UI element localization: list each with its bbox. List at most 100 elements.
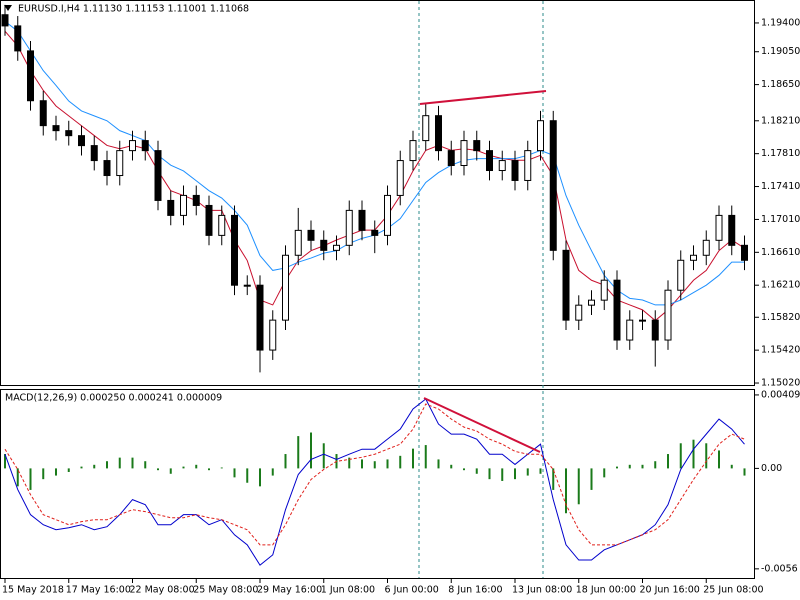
histogram-bar xyxy=(259,468,261,487)
signal-line xyxy=(4,403,745,546)
candle-body xyxy=(205,204,213,236)
histogram-bar xyxy=(437,459,440,469)
histogram-bar xyxy=(718,450,720,469)
candle-body xyxy=(167,199,175,216)
trend-line xyxy=(423,397,541,453)
candle-body xyxy=(307,229,315,241)
y-tick-label: 1.15020 xyxy=(761,378,800,389)
y-tick-label: 1.17010 xyxy=(761,214,800,225)
histogram-bar xyxy=(169,468,172,474)
histogram-bar xyxy=(106,461,108,469)
candle-body xyxy=(664,289,672,341)
candle-body xyxy=(588,299,595,306)
candle-body xyxy=(460,140,468,167)
histogram-bar xyxy=(475,468,478,474)
histogram-bar xyxy=(373,461,376,469)
histogram-bar xyxy=(284,454,287,469)
candle-body xyxy=(690,254,697,261)
candle-body xyxy=(524,150,532,181)
histogram-bar xyxy=(386,459,389,469)
histogram-bar xyxy=(526,468,529,476)
candle-body xyxy=(741,244,748,261)
histogram-bar xyxy=(67,468,70,472)
y-tick-label: 1.17810 xyxy=(761,148,800,159)
candle-body xyxy=(282,254,289,321)
trend-line xyxy=(419,90,547,105)
x-tick-label: 15 May 2018 xyxy=(2,585,64,596)
candle-body xyxy=(562,249,570,321)
histogram-bar xyxy=(16,468,19,487)
histogram-bar xyxy=(157,468,159,471)
x-tick-label: 29 May 16:00 xyxy=(257,585,322,596)
candle-body xyxy=(600,279,608,301)
histogram-bar xyxy=(628,464,631,469)
histogram-bar xyxy=(616,466,618,469)
candle-body xyxy=(90,145,98,162)
histogram-bar xyxy=(412,448,414,469)
histogram-bar xyxy=(131,457,134,469)
candle-body xyxy=(486,150,493,172)
histogram-bar xyxy=(29,468,32,490)
histogram-bar xyxy=(55,468,57,476)
histogram-bar xyxy=(220,467,223,469)
candle-body xyxy=(294,229,302,256)
histogram-bar xyxy=(361,459,363,469)
candle-body xyxy=(52,125,60,132)
candle-body xyxy=(154,150,162,201)
candle-body xyxy=(358,209,366,231)
candle-body xyxy=(27,50,34,102)
candle-body xyxy=(613,279,621,341)
x-tick-label: 25 Jun 08:00 xyxy=(703,585,763,596)
histogram-bar xyxy=(577,468,580,505)
y-tick-label: 1.15820 xyxy=(761,312,800,323)
candle-body xyxy=(409,140,417,162)
y-tick-label: -0.0056 xyxy=(761,563,798,574)
collapse-icon xyxy=(4,5,12,11)
candle-body xyxy=(498,160,506,172)
x-tick-label: 8 Jun 16:00 xyxy=(448,585,502,596)
histogram-bar xyxy=(730,464,733,469)
candle-body xyxy=(129,140,136,152)
histogram-bar xyxy=(93,464,96,469)
candle-body xyxy=(651,319,659,341)
histogram-bar xyxy=(144,461,147,469)
candle-body xyxy=(256,284,264,351)
histogram-bar xyxy=(118,457,121,469)
candle-body xyxy=(537,120,544,152)
x-tick-label: 25 May 08:00 xyxy=(193,585,258,596)
candle-body xyxy=(549,120,557,251)
candle-body xyxy=(639,319,646,322)
y-tick-label: 1.18650 xyxy=(761,79,800,90)
histogram-bar xyxy=(271,468,274,476)
y-tick-label: 1.19050 xyxy=(761,46,800,57)
candle-body xyxy=(243,284,251,287)
candle-body xyxy=(435,115,442,152)
candle-body xyxy=(103,160,111,177)
histogram-bar xyxy=(424,445,427,469)
histogram-bar xyxy=(603,468,606,478)
candle-body xyxy=(192,194,200,206)
histogram-bar xyxy=(310,432,312,469)
histogram-bar xyxy=(322,443,325,469)
y-tick-label: 0.00 xyxy=(761,463,782,474)
candle-body xyxy=(728,214,736,246)
histogram-bar xyxy=(297,436,300,469)
chart-title: EURUSD.I,H4 1.11130 1.11153 1.11001 1.11… xyxy=(18,4,249,15)
histogram-bar xyxy=(80,466,83,469)
histogram-bar xyxy=(705,443,708,469)
x-tick-label: 17 May 16:00 xyxy=(66,585,131,596)
candle-body xyxy=(626,319,634,341)
histogram-bar xyxy=(552,468,555,490)
y-tick-label: 1.19400 xyxy=(761,17,800,28)
candle-body xyxy=(231,214,238,286)
histogram-bar xyxy=(654,461,657,469)
candle-body xyxy=(1,14,9,27)
histogram-bar xyxy=(4,454,6,469)
histogram-bar xyxy=(399,455,402,469)
y-tick-label: 1.15420 xyxy=(761,345,800,356)
candle-body xyxy=(371,229,379,236)
price-panel-frame xyxy=(0,0,755,386)
plot-layer: 1.19400 1.19050 1.18650 1.18210 1.17810 1.174… xyxy=(1,4,800,596)
